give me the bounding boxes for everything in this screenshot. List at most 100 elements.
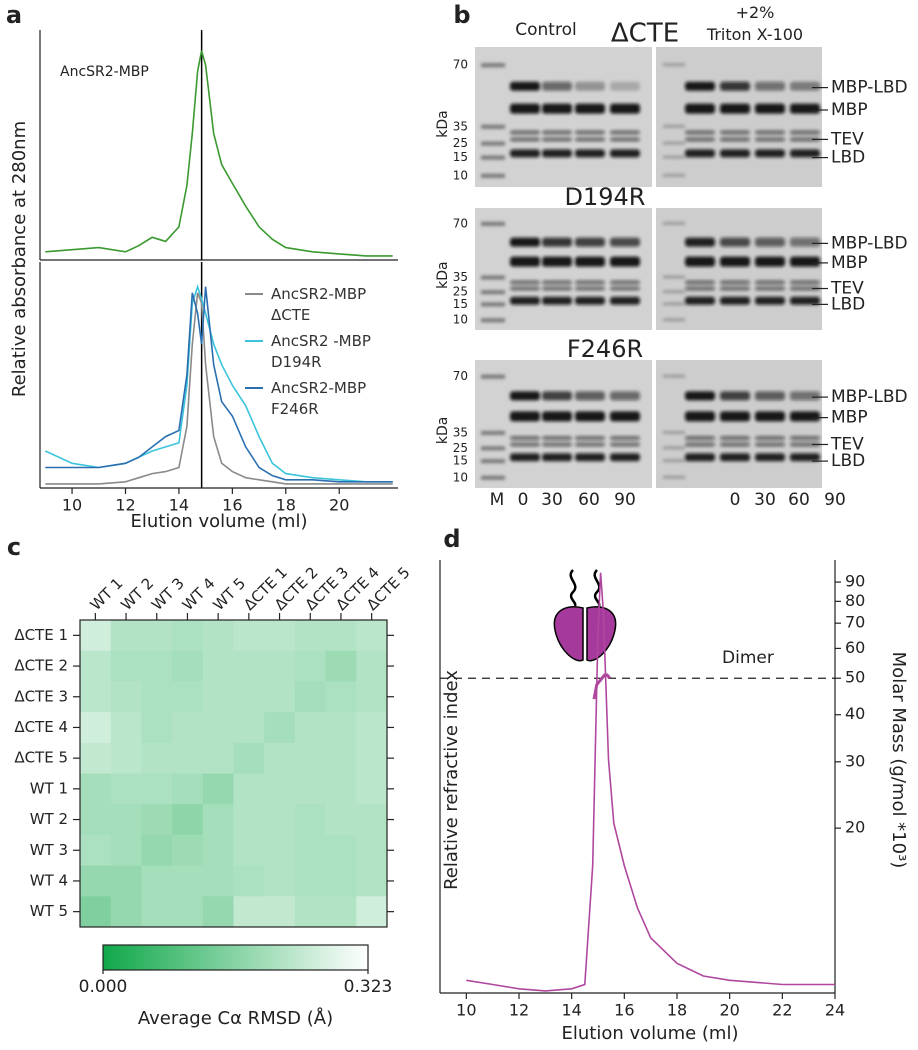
heatmap-cell	[356, 620, 388, 652]
gel-band	[720, 411, 750, 422]
gel-band	[685, 103, 715, 114]
gel-band	[575, 237, 605, 247]
y2-tick-label: 50	[845, 668, 865, 687]
heatmap-cell	[294, 804, 327, 836]
marker-band	[481, 318, 505, 323]
gel-band	[755, 436, 785, 441]
gel-band	[610, 286, 640, 291]
heatmap-cell	[264, 804, 296, 836]
marker-band	[663, 475, 685, 479]
gel-band	[510, 296, 540, 305]
marker-label: 25	[453, 136, 468, 150]
gel-band	[720, 130, 750, 135]
gel-band	[510, 411, 540, 422]
legend-label: AncSR2-MBP ΔCTE	[271, 285, 367, 324]
gel-band	[755, 391, 785, 401]
heatmap-cell	[80, 865, 112, 897]
heatmap-cell	[202, 804, 234, 836]
marker-label: 35	[453, 270, 468, 284]
heatmap-cell	[172, 620, 204, 652]
heatmap-cell	[325, 834, 357, 867]
lane-label: 30	[754, 490, 776, 510]
band-label: LBD	[831, 148, 865, 168]
line-series	[466, 572, 835, 992]
heatmap-cell	[172, 650, 204, 682]
gel-band	[510, 453, 540, 462]
marker-band	[481, 141, 505, 146]
y-axis-label: Relative refractive index	[441, 670, 462, 890]
heatmap-cell	[233, 804, 265, 836]
colorbar	[102, 944, 369, 971]
unit-label: kDa	[435, 110, 451, 137]
marker-band	[663, 290, 685, 294]
heatmap-cell	[110, 773, 142, 805]
gel-band	[510, 103, 540, 114]
heatmap-cell	[264, 712, 296, 744]
gel-band	[755, 130, 785, 135]
gel-band	[575, 286, 605, 291]
y2-tick-label: 20	[845, 818, 865, 837]
gel-band	[720, 103, 750, 114]
gel-header: Control	[515, 20, 576, 40]
heatmap-cell	[110, 804, 142, 836]
x-tick-label: 22	[772, 1001, 792, 1020]
band-label: MBP	[831, 253, 868, 273]
gel-band	[542, 391, 572, 401]
marker-label: 25	[453, 285, 468, 299]
gel-band	[610, 436, 640, 441]
heatmap-cell	[110, 896, 142, 928]
heatmap-cell	[356, 773, 388, 805]
gel-band	[510, 137, 540, 142]
gel-band	[790, 442, 820, 447]
gel-band	[790, 256, 820, 267]
x-tick-label: 16	[614, 1001, 634, 1020]
marker-band	[663, 221, 685, 225]
marker-label: 15	[453, 454, 468, 468]
band-label: LBD	[831, 451, 865, 471]
gel-band	[542, 137, 572, 142]
gel-band	[575, 436, 605, 441]
marker-label: 10	[453, 168, 468, 182]
gel-band	[790, 280, 820, 285]
gel-band	[755, 256, 785, 267]
gel-band	[510, 237, 540, 247]
gel-band	[685, 237, 715, 247]
lane-label: M	[490, 490, 505, 510]
gel-band	[755, 149, 785, 158]
lane-label: 60	[788, 490, 810, 510]
line-series	[45, 292, 393, 485]
heatmap-cell	[172, 804, 204, 836]
gel-band	[685, 296, 715, 305]
heatmap-cell	[294, 865, 327, 897]
heatmap-cell	[141, 834, 173, 867]
marker-band	[663, 446, 685, 450]
heatmap-cell	[233, 681, 265, 713]
lane-label: 60	[578, 490, 600, 510]
band-label: MBP	[831, 408, 868, 428]
row-label: ΔCTE 3	[14, 687, 68, 705]
marker-label: 10	[453, 470, 468, 484]
gel-band	[610, 81, 640, 91]
heatmap-cell	[202, 896, 234, 928]
gel-band	[790, 391, 820, 401]
gel-band	[610, 296, 640, 305]
gel-band	[575, 137, 605, 142]
marker-band	[481, 302, 505, 307]
row-label: WT 5	[30, 902, 68, 920]
band-label: MBP-LBD	[831, 78, 908, 98]
heatmap-cell	[325, 681, 357, 713]
heatmap-cell	[172, 773, 204, 805]
reference-label: Dimer	[722, 648, 774, 668]
heatmap-cell	[264, 681, 296, 713]
marker-band	[481, 290, 505, 295]
blot-title: ΔCTE	[611, 19, 679, 49]
gel-band	[720, 391, 750, 401]
gel-band	[755, 453, 785, 462]
heatmap-cell	[233, 742, 265, 774]
x-tick-label: 18	[667, 1001, 687, 1020]
gel-band	[610, 103, 640, 114]
row-label: ΔCTE 4	[14, 718, 68, 736]
heatmap-cell	[294, 620, 327, 652]
marker-band	[663, 173, 685, 177]
